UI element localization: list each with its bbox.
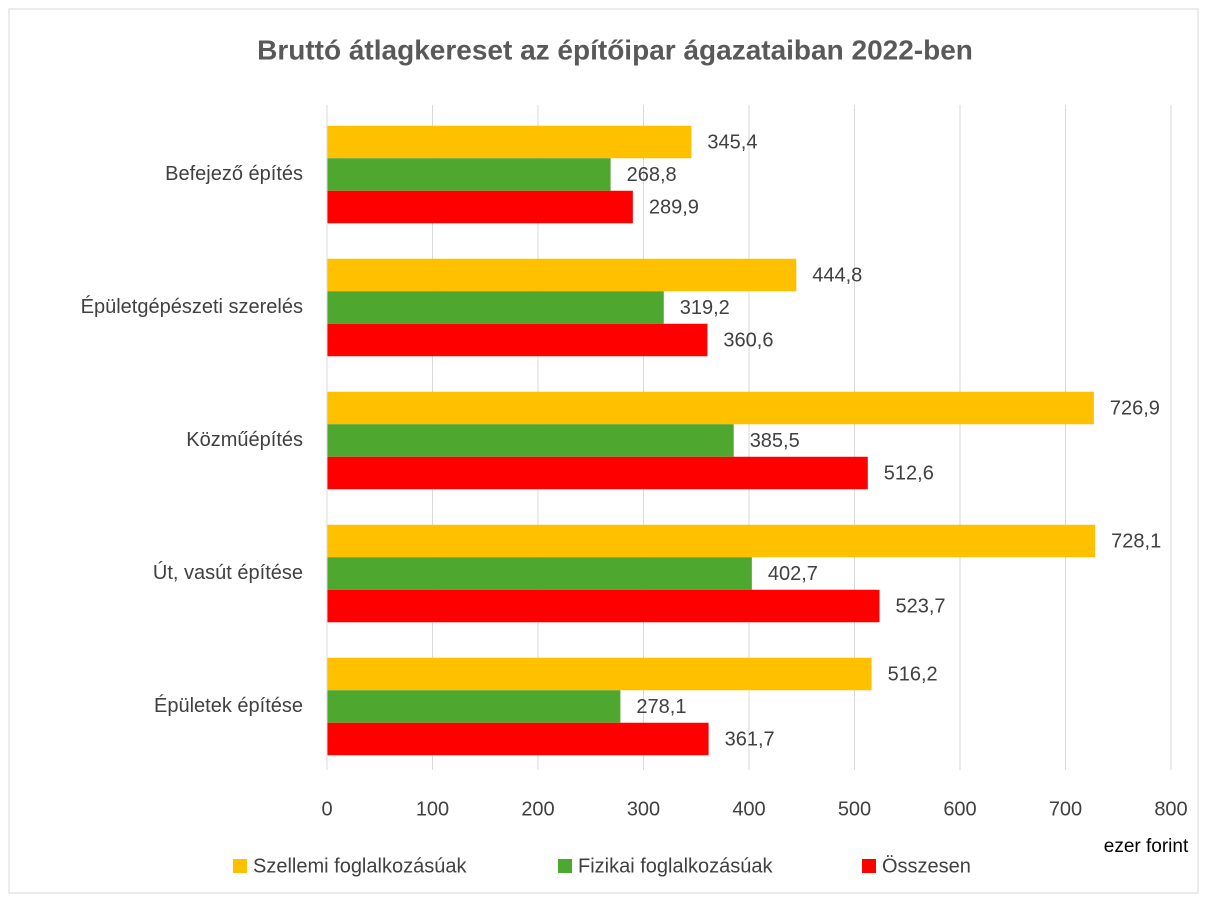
bar bbox=[327, 323, 708, 357]
y-tick-label: Közműépítés bbox=[186, 429, 303, 451]
x-tick-label: 700 bbox=[1049, 798, 1082, 820]
bar bbox=[327, 690, 621, 723]
x-tick-label: 800 bbox=[1154, 798, 1187, 820]
bar bbox=[327, 722, 709, 756]
bar bbox=[327, 158, 611, 191]
x-tick-label: 600 bbox=[943, 798, 976, 820]
bar bbox=[327, 125, 692, 159]
x-axis-label: ezer forint bbox=[1104, 836, 1189, 857]
chart-title: Bruttó átlagkereset az építőipar ágazata… bbox=[257, 34, 973, 65]
x-tick-label: 200 bbox=[521, 798, 554, 820]
data-label: 360,6 bbox=[723, 329, 773, 351]
x-tick-label: 500 bbox=[838, 798, 871, 820]
data-label: 512,6 bbox=[884, 462, 934, 484]
bar bbox=[327, 657, 872, 691]
y-tick-label: Épületek építése bbox=[154, 694, 303, 717]
x-tick-label: 400 bbox=[732, 798, 765, 820]
legend-swatch bbox=[233, 859, 247, 873]
bar bbox=[327, 557, 752, 590]
data-label: 516,2 bbox=[888, 663, 938, 685]
data-label: 444,8 bbox=[812, 264, 862, 286]
bar bbox=[327, 190, 633, 224]
data-label: 319,2 bbox=[680, 297, 730, 319]
bar bbox=[327, 258, 797, 292]
data-label: 728,1 bbox=[1111, 530, 1161, 552]
data-label: 385,5 bbox=[750, 430, 800, 452]
y-tick-label: Épületgépészeti szerelés bbox=[81, 295, 303, 318]
y-tick-label: Út, vasút építése bbox=[153, 561, 303, 584]
data-label: 523,7 bbox=[896, 595, 946, 617]
data-label: 726,9 bbox=[1110, 397, 1160, 419]
legend-swatch bbox=[862, 859, 876, 873]
data-label: 361,7 bbox=[725, 728, 775, 750]
bar bbox=[327, 456, 868, 490]
data-label: 345,4 bbox=[707, 131, 757, 153]
data-label: 402,7 bbox=[768, 563, 818, 585]
bar bbox=[327, 424, 734, 457]
bar bbox=[327, 291, 664, 324]
data-label: 289,9 bbox=[649, 196, 699, 218]
bar bbox=[327, 589, 880, 623]
bar bbox=[327, 391, 1094, 425]
legend-label: Szellemi foglalkozásúak bbox=[253, 855, 467, 877]
data-label: 278,1 bbox=[636, 696, 686, 718]
legend-swatch bbox=[558, 859, 572, 873]
y-tick-label: Befejező építés bbox=[165, 163, 303, 185]
data-label: 268,8 bbox=[627, 164, 677, 186]
bar bbox=[327, 524, 1096, 558]
x-tick-label: 100 bbox=[416, 798, 449, 820]
x-tick-label: 0 bbox=[321, 798, 332, 820]
legend-label: Összesen bbox=[882, 855, 971, 877]
legend-label: Fizikai foglalkozásúak bbox=[578, 855, 774, 877]
x-tick-label: 300 bbox=[627, 798, 660, 820]
